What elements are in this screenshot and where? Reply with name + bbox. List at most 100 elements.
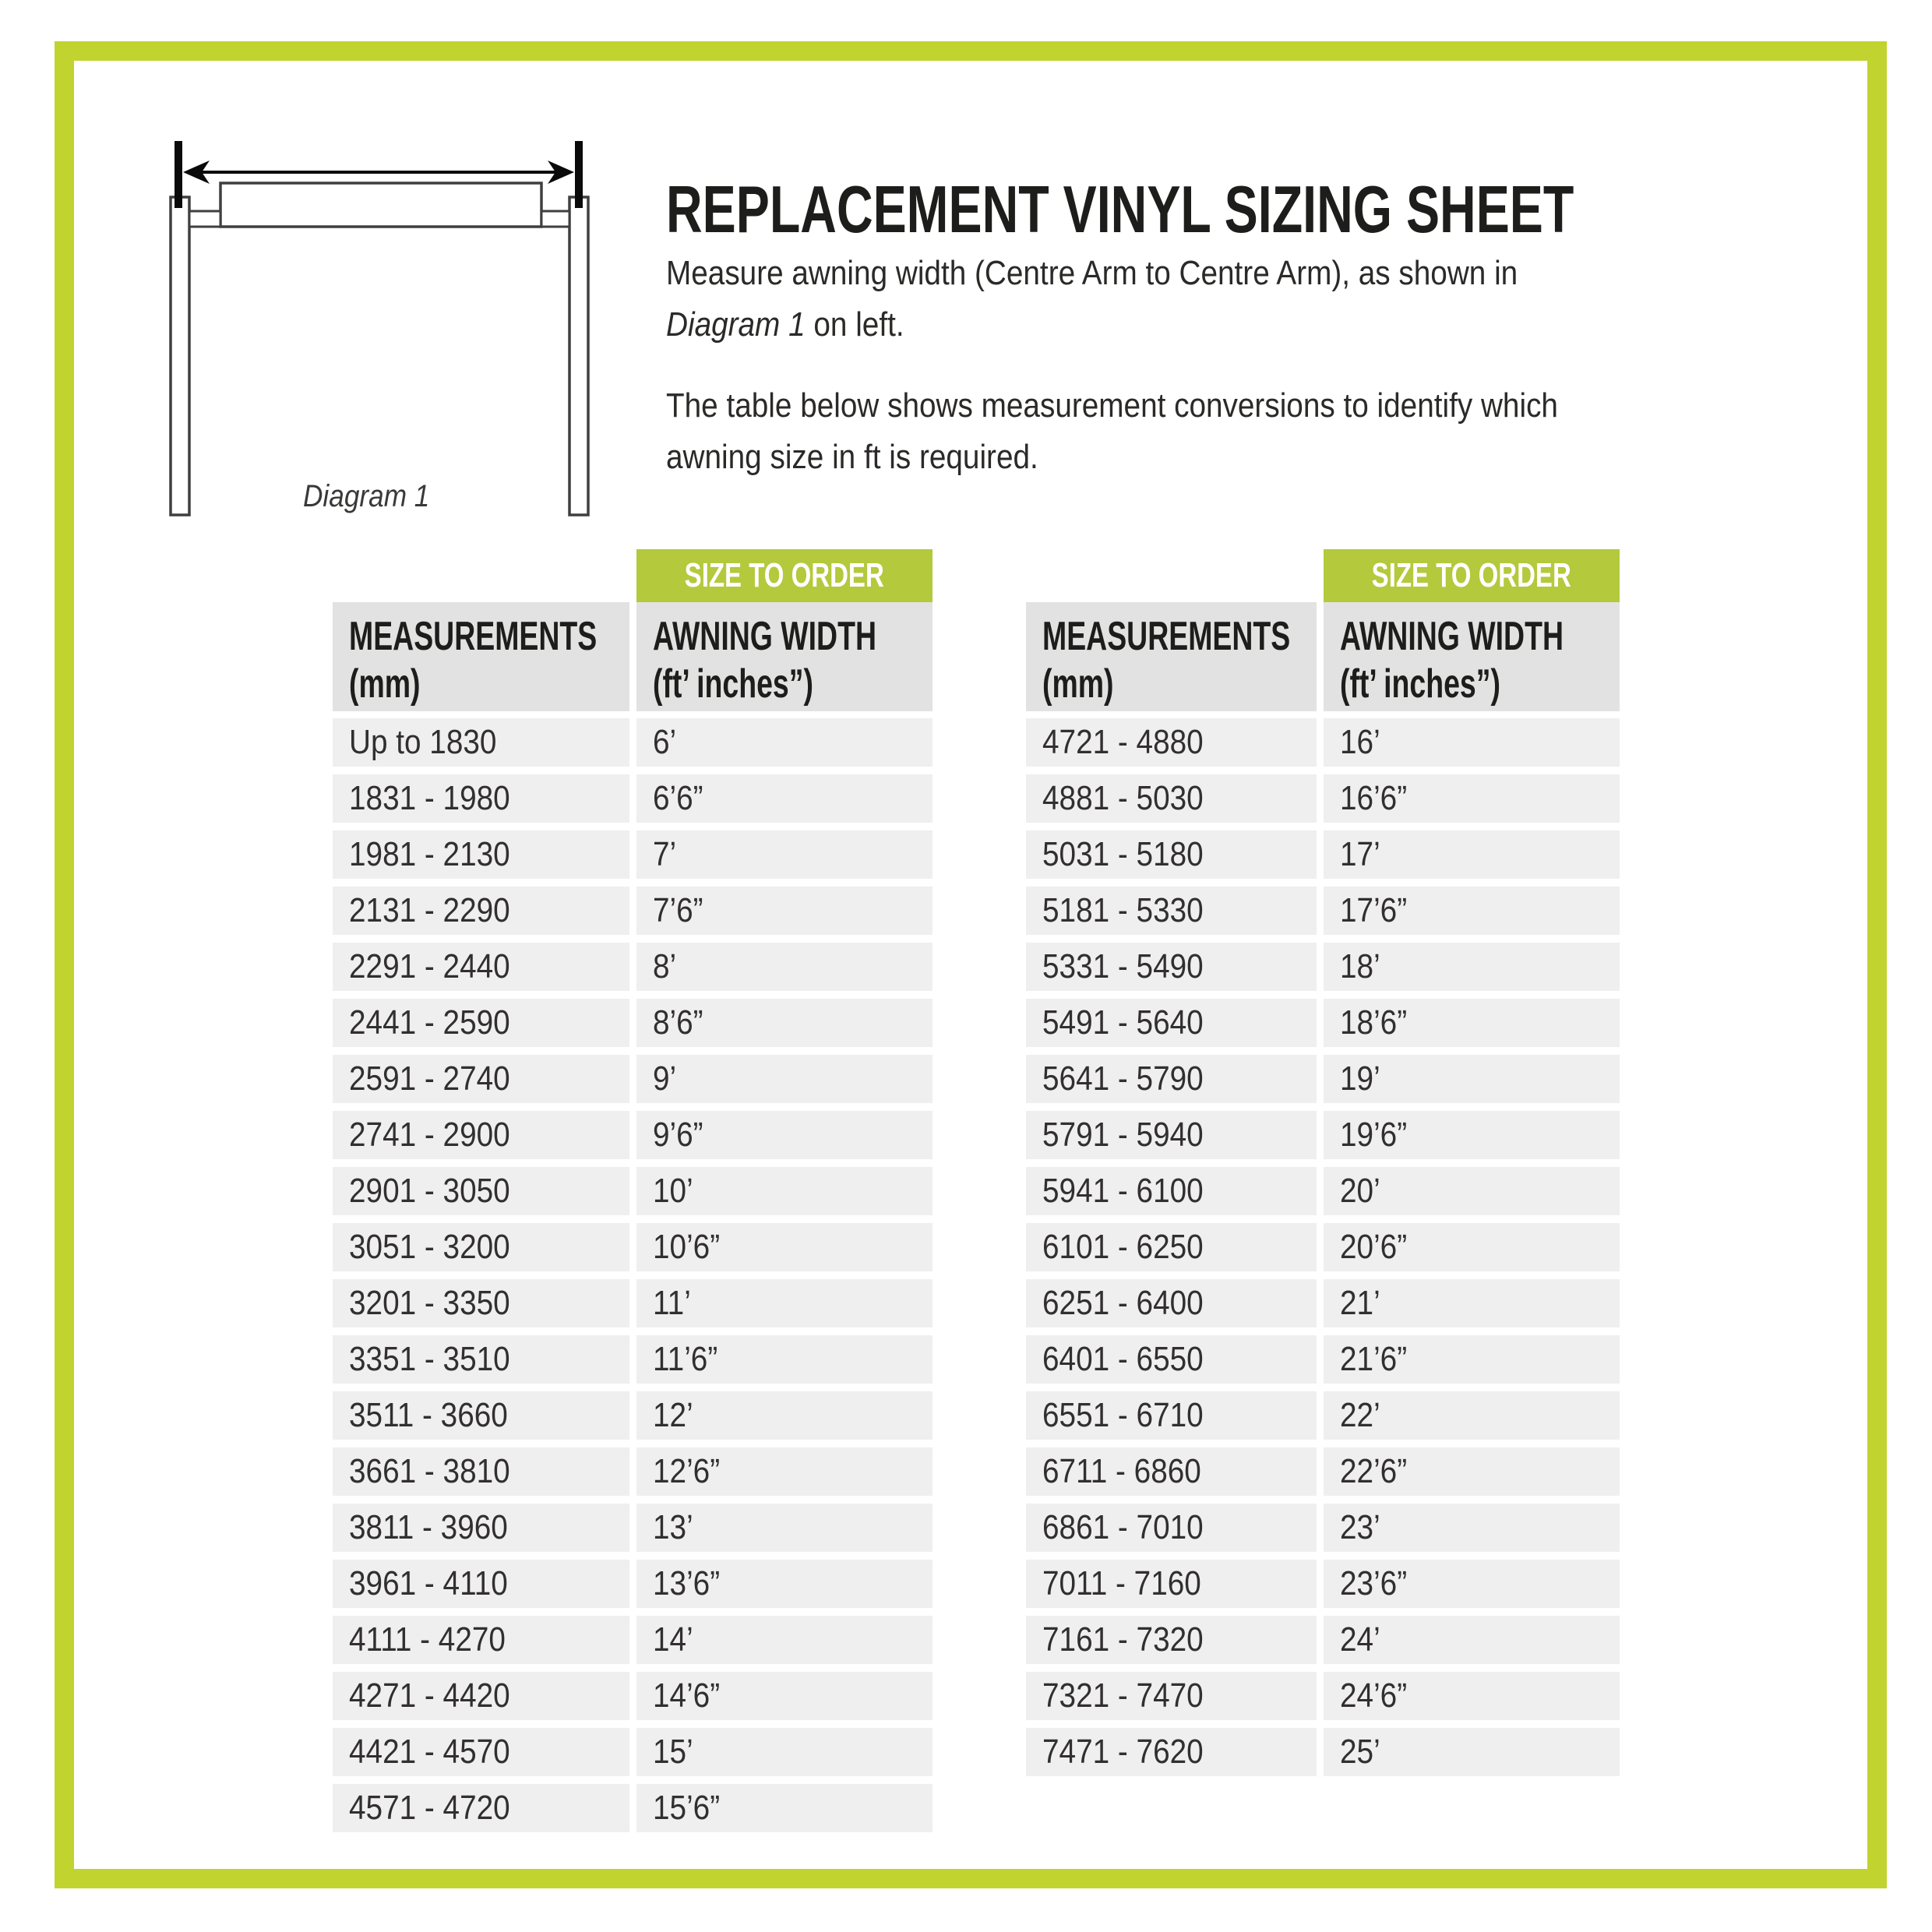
awning-size-cell: 21’ (1324, 1279, 1620, 1327)
awning-size-cell: 19’ (1324, 1055, 1620, 1103)
table-row: 6101 - 6250 20’6” (1026, 1223, 1620, 1271)
table-row: Up to 1830 6’ (333, 718, 933, 767)
awning-width-diagram (169, 141, 590, 516)
measurement-range-cell: 3201 - 3350 (333, 1279, 629, 1327)
measurement-range-cell: 5941 - 6100 (1026, 1167, 1317, 1215)
measurement-range-cell: 3511 - 3660 (333, 1391, 629, 1440)
table-row: 5181 - 5330 17’6” (1026, 887, 1620, 935)
table-row: 6711 - 6860 22’6” (1026, 1447, 1620, 1496)
awning-size-cell: 10’ (636, 1167, 933, 1215)
measurement-range-cell: 1831 - 1980 (333, 774, 629, 823)
awning-size-cell: 12’6” (636, 1447, 933, 1496)
table-row: 7471 - 7620 25’ (1026, 1728, 1620, 1776)
table-row: 3961 - 4110 13’6” (333, 1560, 933, 1608)
measurement-range-cell: 3661 - 3810 (333, 1447, 629, 1496)
awning-size-cell: 16’6” (1324, 774, 1620, 823)
table-row: 5641 - 5790 19’ (1026, 1055, 1620, 1103)
awning-size-cell: 6’6” (636, 774, 933, 823)
intro-line: Diagram 1 on left. (666, 299, 1634, 351)
awning-size-cell: 11’6” (636, 1335, 933, 1384)
measurement-range-cell: 7161 - 7320 (1026, 1616, 1317, 1664)
conversion-table-right: SIZE TO ORDER MEASUREMENTS (mm) AWNING W… (1026, 549, 1620, 1784)
table-row: 5941 - 6100 20’ (1026, 1167, 1620, 1215)
table-row: 3051 - 3200 10’6” (333, 1223, 933, 1271)
awning-size-cell: 7’ (636, 830, 933, 879)
awning-size-cell: 22’ (1324, 1391, 1620, 1440)
measurement-range-cell: 4721 - 4880 (1026, 718, 1317, 767)
measurement-range-cell: 5331 - 5490 (1026, 943, 1317, 991)
intro-line-rest: on left. (805, 305, 904, 344)
measurement-range-cell: 5031 - 5180 (1026, 830, 1317, 879)
left-stub-connector (188, 210, 222, 228)
measurement-range-cell: 6251 - 6400 (1026, 1279, 1317, 1327)
awning-size-cell: 15’6” (636, 1784, 933, 1832)
awning-size-cell: 19’6” (1324, 1111, 1620, 1159)
awning-size-cell: 20’6” (1324, 1223, 1620, 1271)
size-to-order-banner: SIZE TO ORDER (1324, 549, 1620, 602)
measurement-range-cell: 3961 - 4110 (333, 1560, 629, 1608)
awning-size-cell: 16’ (1324, 718, 1620, 767)
measurement-range-cell: 5181 - 5330 (1026, 887, 1317, 935)
table-row: 2901 - 3050 10’ (333, 1167, 933, 1215)
measurement-range-cell: 2131 - 2290 (333, 887, 629, 935)
awning-size-cell: 18’6” (1324, 999, 1620, 1047)
conversion-table-left: SIZE TO ORDER MEASUREMENTS (mm) AWNING W… (333, 549, 933, 1840)
right-arm-post (568, 196, 590, 516)
measurement-range-cell: 4111 - 4270 (333, 1616, 629, 1664)
table-row: 3201 - 3350 11’ (333, 1279, 933, 1327)
table-row: 2591 - 2740 9’ (333, 1055, 933, 1103)
awning-size-cell: 17’6” (1324, 887, 1620, 935)
measurement-range-cell: 3811 - 3960 (333, 1504, 629, 1552)
table-row: 3511 - 3660 12’ (333, 1391, 933, 1440)
table-row: 2131 - 2290 7’6” (333, 887, 933, 935)
table-row: 6551 - 6710 22’ (1026, 1391, 1620, 1440)
measurement-range-cell: 1981 - 2130 (333, 830, 629, 879)
table-row: 4571 - 4720 15’6” (333, 1784, 933, 1832)
awning-size-cell: 23’ (1324, 1504, 1620, 1552)
measurement-range-cell: 5641 - 5790 (1026, 1055, 1317, 1103)
table-row: 7161 - 7320 24’ (1026, 1616, 1620, 1664)
table-row: 7321 - 7470 24’6” (1026, 1672, 1620, 1720)
table-header-row: MEASUREMENTS (mm) AWNING WIDTH (ft’ inch… (1026, 602, 1620, 711)
right-stub-connector (540, 210, 571, 228)
intro-line: The table below shows measurement conver… (666, 386, 1558, 425)
roller-tube (219, 182, 543, 228)
table-row: 4881 - 5030 16’6” (1026, 774, 1620, 823)
awning-size-cell: 11’ (636, 1279, 933, 1327)
measurement-range-cell: 4271 - 4420 (333, 1672, 629, 1720)
measurement-range-cell: 6861 - 7010 (1026, 1504, 1317, 1552)
awning-size-cell: 14’6” (636, 1672, 933, 1720)
awning-size-cell: 15’ (636, 1728, 933, 1776)
awning-size-cell: 18’ (1324, 943, 1620, 991)
table-row: 6861 - 7010 23’ (1026, 1504, 1620, 1552)
awning-size-cell: 21’6” (1324, 1335, 1620, 1384)
awning-width-header-cell: AWNING WIDTH (ft’ inches”) (636, 602, 933, 711)
awning-size-cell: 9’6” (636, 1111, 933, 1159)
intro-paragraph-1: Measure awning width (Centre Arm to Cent… (666, 248, 1634, 351)
awning-size-cell: 13’6” (636, 1560, 933, 1608)
measurement-range-cell: 7471 - 7620 (1026, 1728, 1317, 1776)
table-row: 2441 - 2590 8’6” (333, 999, 933, 1047)
measurement-range-cell: 2291 - 2440 (333, 943, 629, 991)
table-row: 5031 - 5180 17’ (1026, 830, 1620, 879)
table-row: 7011 - 7160 23’6” (1026, 1560, 1620, 1608)
measurements-header-cell: MEASUREMENTS (mm) (333, 602, 629, 711)
measurement-range-cell: 5791 - 5940 (1026, 1111, 1317, 1159)
table-row: 4111 - 4270 14’ (333, 1616, 933, 1664)
table-row: 1981 - 2130 7’ (333, 830, 933, 879)
awning-size-cell: 17’ (1324, 830, 1620, 879)
measurement-range-cell: 4421 - 4570 (333, 1728, 629, 1776)
awning-size-cell: 23’6” (1324, 1560, 1620, 1608)
intro-line: awning size in ft is required. (666, 438, 1038, 476)
diagram-caption: Diagram 1 (302, 479, 430, 513)
measurement-range-cell: 3051 - 3200 (333, 1223, 629, 1271)
table-row: 3811 - 3960 13’ (333, 1504, 933, 1552)
awning-size-cell: 9’ (636, 1055, 933, 1103)
awning-size-cell: 7’6” (636, 887, 933, 935)
left-arm-post (169, 196, 191, 516)
diagram-reference: Diagram 1 (666, 305, 806, 344)
measurement-range-cell: 2441 - 2590 (333, 999, 629, 1047)
table-row: 4271 - 4420 14’6” (333, 1672, 933, 1720)
awning-size-cell: 24’ (1324, 1616, 1620, 1664)
measurement-range-cell: 2591 - 2740 (333, 1055, 629, 1103)
